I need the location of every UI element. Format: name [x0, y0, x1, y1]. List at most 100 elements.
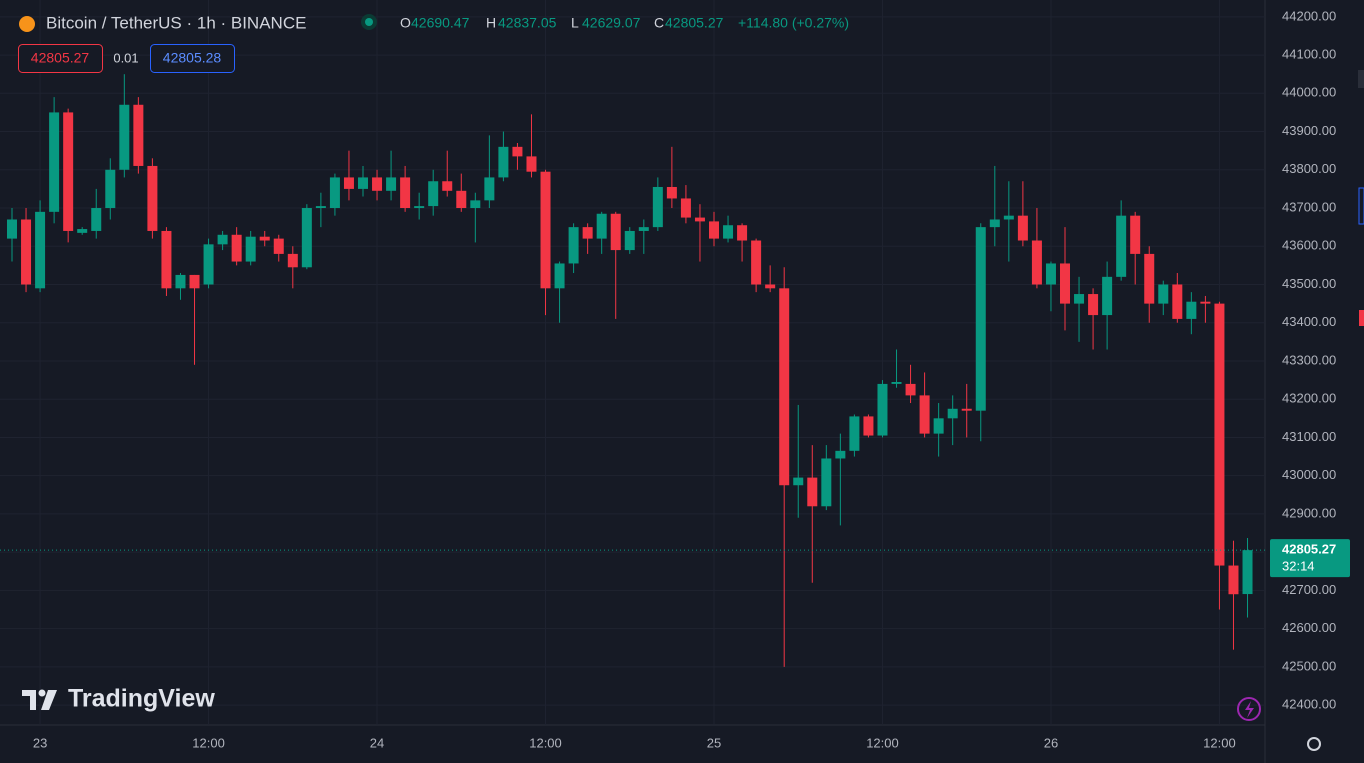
- candle-body: [877, 383, 888, 436]
- candle-body: [105, 169, 116, 209]
- candle-body: [1074, 294, 1085, 304]
- candle-body: [147, 165, 158, 231]
- candle-body: [765, 284, 776, 289]
- candle-body: [512, 146, 523, 157]
- settings-icon[interactable]: [1307, 737, 1321, 751]
- candle-body: [400, 177, 411, 209]
- y-tick-label: 43900.00: [1282, 123, 1336, 138]
- candle-body: [652, 186, 663, 228]
- candle-body: [723, 225, 734, 239]
- candle-body: [1214, 303, 1225, 566]
- candle-body: [343, 177, 354, 189]
- candle-body: [301, 208, 312, 268]
- change-value: +114.80 (+0.27%): [738, 15, 849, 31]
- candle-body: [989, 219, 1000, 228]
- y-tick-label: 43000.00: [1282, 467, 1336, 482]
- candle-body: [1158, 284, 1169, 304]
- candle-body: [315, 206, 326, 209]
- candle-body: [175, 274, 186, 289]
- y-tick-label: 42600.00: [1282, 620, 1336, 635]
- candle-body: [905, 383, 916, 396]
- y-tick-label: 43800.00: [1282, 161, 1336, 176]
- candle-body: [568, 227, 579, 264]
- candle-body: [554, 263, 565, 289]
- candle-body: [329, 177, 340, 209]
- candle-body: [161, 230, 172, 289]
- candle-body: [1200, 301, 1211, 304]
- candle-body: [189, 274, 200, 289]
- candle-body: [596, 213, 607, 239]
- x-tick-label: 24: [370, 735, 384, 750]
- candle-body: [849, 416, 860, 451]
- candle-body: [1088, 294, 1099, 316]
- candle-body: [1102, 276, 1113, 316]
- candle-body: [807, 477, 818, 507]
- candle-body: [273, 238, 284, 254]
- candle-body: [1242, 550, 1253, 595]
- candle-body: [975, 227, 986, 411]
- candle-body: [21, 219, 32, 285]
- candle-body: [1003, 215, 1014, 220]
- x-tick-label: 12:00: [529, 735, 562, 750]
- high-value: 42837.05: [498, 15, 557, 31]
- candle-body: [498, 146, 509, 178]
- y-tick-label: 44100.00: [1282, 47, 1336, 62]
- y-tick-label: 42400.00: [1282, 697, 1336, 712]
- y-tick-label: 43200.00: [1282, 391, 1336, 406]
- candle-body: [442, 181, 453, 191]
- candle-body: [933, 418, 944, 434]
- candle-body: [610, 213, 621, 251]
- candle-body: [582, 227, 593, 239]
- candle-body: [821, 458, 832, 507]
- candle-body: [484, 177, 495, 201]
- candle-body: [961, 408, 972, 411]
- buy-price[interactable]: 42805.28: [163, 50, 222, 66]
- sell-price[interactable]: 42805.27: [31, 50, 90, 66]
- logo-icon: [22, 689, 57, 710]
- scroll-marker: [1359, 310, 1364, 326]
- y-tick-label: 43100.00: [1282, 429, 1336, 444]
- symbol-title[interactable]: Bitcoin / TetherUS · 1h · BINANCE: [46, 13, 306, 32]
- spread: 0.01: [113, 50, 138, 65]
- candle-body: [217, 234, 228, 245]
- x-tick-label: 12:00: [866, 735, 899, 750]
- logo-shape: [41, 690, 57, 710]
- open-value: 42690.47: [411, 15, 470, 31]
- scroll-marker: [1358, 70, 1364, 88]
- candle-body: [49, 112, 60, 212]
- sell-button[interactable]: [18, 44, 103, 73]
- low-label: L: [571, 15, 579, 31]
- buy-button[interactable]: [150, 44, 235, 73]
- candle-body: [947, 408, 958, 419]
- y-tick-label: 43400.00: [1282, 314, 1336, 329]
- candle-body: [91, 208, 102, 231]
- candle-body: [63, 112, 74, 231]
- replay-icon[interactable]: [1237, 697, 1261, 721]
- candle-body: [1130, 215, 1141, 254]
- candle-body: [7, 219, 17, 239]
- candle-body: [1172, 284, 1183, 319]
- last-price-tag: [1270, 539, 1350, 578]
- low-value: 42629.07: [582, 15, 641, 31]
- y-tick-label: 42700.00: [1282, 582, 1336, 597]
- candle-body: [1186, 301, 1197, 319]
- y-tick-label: 44000.00: [1282, 85, 1336, 100]
- candle-body: [863, 416, 874, 436]
- x-tick-label: 23: [33, 735, 47, 750]
- candle-body: [287, 253, 298, 268]
- candle-body: [526, 156, 537, 172]
- candle-body: [1116, 215, 1127, 277]
- candle-body: [919, 395, 930, 434]
- coin-icon[interactable]: [19, 16, 35, 32]
- candle-body: [737, 225, 748, 241]
- y-tick-label: 43600.00: [1282, 238, 1336, 253]
- candle-body: [1228, 565, 1239, 595]
- candle-body: [77, 229, 88, 233]
- status-dot: [365, 18, 373, 26]
- logo-shape: [38, 689, 46, 697]
- y-tick-label: 44200.00: [1282, 8, 1336, 23]
- candle-body: [231, 234, 242, 262]
- watermark: TradingView: [68, 685, 215, 713]
- replay-icon: [1245, 701, 1254, 718]
- scroll-marker: [1358, 187, 1364, 225]
